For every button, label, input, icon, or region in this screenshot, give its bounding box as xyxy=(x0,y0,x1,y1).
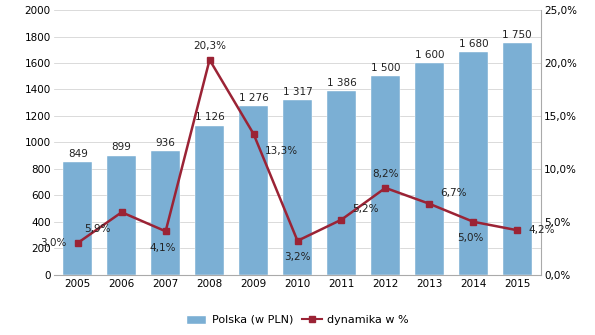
Text: 1 500: 1 500 xyxy=(371,63,400,73)
Legend: Polska (w PLN), dynamika w %: Polska (w PLN), dynamika w % xyxy=(181,310,414,329)
Line: dynamika w %: dynamika w % xyxy=(74,56,521,247)
Text: 8,2%: 8,2% xyxy=(372,169,399,179)
Bar xyxy=(239,106,268,275)
dynamika w % xyxy=(382,186,389,190)
Text: 899: 899 xyxy=(112,142,131,152)
dynamika w % xyxy=(338,218,345,222)
Text: 3,0%: 3,0% xyxy=(40,238,67,248)
Text: 6,7%: 6,7% xyxy=(440,188,467,198)
Bar xyxy=(327,91,356,275)
Text: 4,1%: 4,1% xyxy=(149,243,176,253)
dynamika w % xyxy=(162,229,169,233)
Text: 4,2%: 4,2% xyxy=(528,225,555,235)
Text: 936: 936 xyxy=(156,138,176,147)
Bar xyxy=(107,156,136,275)
Text: 3,2%: 3,2% xyxy=(284,253,311,263)
dynamika w % xyxy=(513,228,521,232)
Bar xyxy=(195,126,224,275)
Bar xyxy=(459,52,488,275)
Text: 1 276: 1 276 xyxy=(239,92,268,103)
Text: 1 750: 1 750 xyxy=(502,30,532,40)
dynamika w % xyxy=(294,239,301,243)
Text: 20,3%: 20,3% xyxy=(193,41,226,51)
Bar xyxy=(151,151,180,275)
Text: 1 600: 1 600 xyxy=(415,50,444,60)
Text: 1 386: 1 386 xyxy=(327,78,356,88)
Text: 5,2%: 5,2% xyxy=(353,204,379,213)
Text: 1 317: 1 317 xyxy=(283,87,312,97)
Text: 1 126: 1 126 xyxy=(195,113,224,122)
Text: 849: 849 xyxy=(68,149,87,159)
Text: 1 680: 1 680 xyxy=(459,39,488,49)
Bar xyxy=(283,100,312,275)
Text: 5,9%: 5,9% xyxy=(84,224,111,234)
dynamika w % xyxy=(206,58,213,62)
dynamika w % xyxy=(469,220,477,224)
Bar xyxy=(415,63,444,275)
Bar xyxy=(503,43,531,275)
dynamika w % xyxy=(426,202,433,206)
Text: 13,3%: 13,3% xyxy=(265,146,298,155)
dynamika w % xyxy=(250,132,257,136)
Text: 5,0%: 5,0% xyxy=(458,233,484,244)
dynamika w % xyxy=(74,241,82,245)
dynamika w % xyxy=(118,210,126,214)
Bar xyxy=(64,162,92,275)
Bar xyxy=(371,76,400,275)
